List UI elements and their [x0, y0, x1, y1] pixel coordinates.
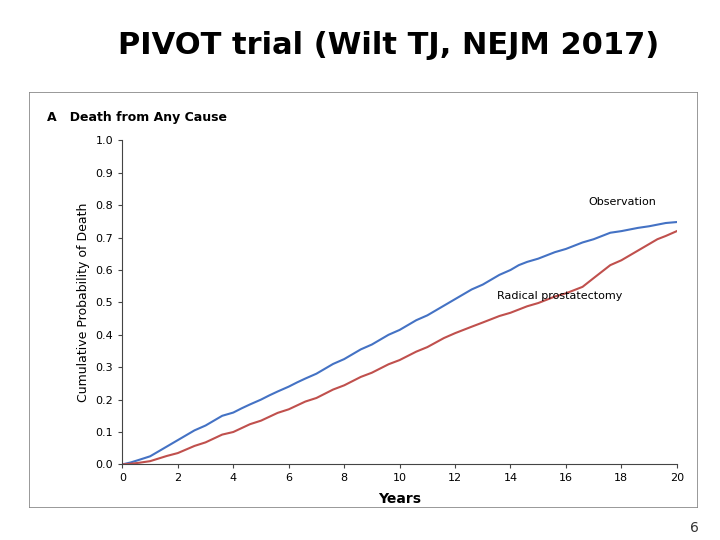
- FancyBboxPatch shape: [29, 92, 698, 508]
- Text: A   Death from Any Cause: A Death from Any Cause: [47, 111, 227, 124]
- Text: GÖTEBORGS: GÖTEBORGS: [33, 56, 68, 61]
- Text: PIVOT trial (Wilt TJ, NEJM 2017): PIVOT trial (Wilt TJ, NEJM 2017): [118, 31, 660, 60]
- Text: Radical prostatectomy: Radical prostatectomy: [497, 291, 622, 301]
- Y-axis label: Cumulative Probability of Death: Cumulative Probability of Death: [77, 202, 90, 402]
- Text: UNIVERSITET: UNIVERSITET: [32, 65, 68, 70]
- Text: ⚙: ⚙: [45, 29, 55, 39]
- Text: Observation: Observation: [588, 197, 656, 207]
- Text: 6: 6: [690, 521, 698, 535]
- X-axis label: Years: Years: [378, 492, 421, 506]
